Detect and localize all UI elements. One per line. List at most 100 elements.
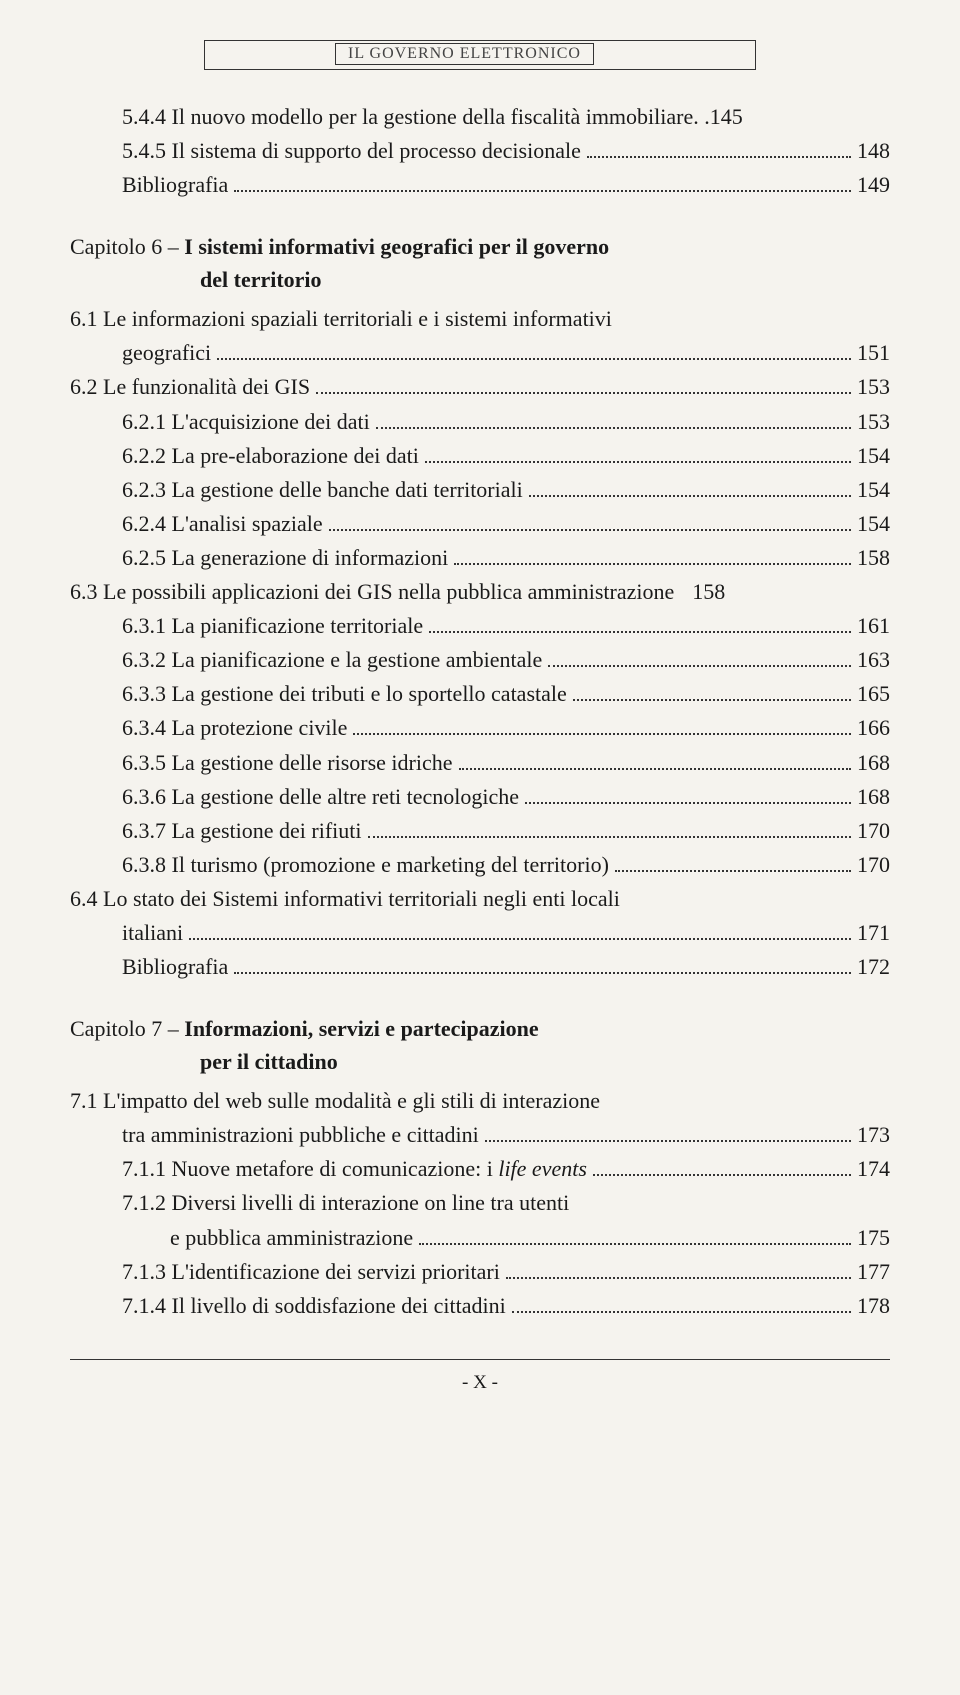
toc-page-number: 177: [857, 1255, 890, 1289]
toc-label: 7.1.3 L'identificazione dei servizi prio…: [122, 1255, 500, 1289]
toc-label: 6.3.4 La protezione civile: [122, 711, 347, 745]
toc-page-number: 149: [857, 168, 890, 202]
toc-entry: geografici 151: [70, 336, 890, 370]
toc-entry: 6.3.8 Il turismo (promozione e marketing…: [70, 848, 890, 882]
leader-dots: [425, 443, 851, 463]
toc-label: 6.3.6 La gestione delle altre reti tecno…: [122, 780, 519, 814]
toc-page-number: 154: [857, 473, 890, 507]
leader-dots: [368, 818, 852, 838]
leader-dots: [512, 1293, 851, 1313]
toc-page-number: 161: [857, 609, 890, 643]
toc-entry: 5.4.5 Il sistema di supporto del process…: [70, 134, 890, 168]
toc-entry: 7.1.1 Nuove metafore di comunicazione: i…: [70, 1152, 890, 1186]
toc-label: 6.3.5 La gestione delle risorse idriche: [122, 746, 453, 780]
toc-entry: 6.3.3 La gestione dei tributi e lo sport…: [70, 677, 890, 711]
toc-page-number: 154: [857, 507, 890, 541]
toc-label: 5.4.4 Il nuovo modello per la gestione d…: [122, 100, 693, 134]
toc-entry: 6.3.6 La gestione delle altre reti tecno…: [70, 780, 890, 814]
toc-entry: 6.3.2 La pianificazione e la gestione am…: [70, 643, 890, 677]
toc-page-number: 175: [857, 1221, 890, 1255]
toc-label: 6.2.5 La generazione di informazioni: [122, 541, 448, 575]
chapter-title-line: Capitolo 6 – I sistemi informativi geogr…: [70, 230, 890, 263]
toc-label: 6.2.1 L'acquisizione dei dati: [122, 405, 370, 439]
leader-dots: [529, 477, 851, 497]
leader-dots: [615, 852, 851, 872]
toc-page-number: 168: [857, 746, 890, 780]
chapter-title-bold: I sistemi informativi geografici per il …: [184, 234, 609, 259]
toc-page-number: 158: [857, 541, 890, 575]
toc-entry: italiani 171: [70, 916, 890, 950]
chapter-subtitle: per il cittadino: [70, 1045, 890, 1078]
toc-page-number: 154: [857, 439, 890, 473]
toc-page-number: 174: [857, 1152, 890, 1186]
header-text: IL GOVERNO ELETTRONICO: [348, 45, 581, 62]
toc-label: 6.2 Le funzionalità dei GIS: [70, 370, 310, 404]
toc-continuation: 7.1 L'impatto del web sulle modalità e g…: [70, 1084, 890, 1118]
toc-label: 7.1 L'impatto del web sulle modalità e g…: [70, 1084, 600, 1118]
page: IL GOVERNO ELETTRONICO 5.4.4 Il nuovo mo…: [0, 0, 960, 1434]
toc-continuation: 6.4 Lo stato dei Sistemi informativi ter…: [70, 882, 890, 916]
toc-label: 6.4 Lo stato dei Sistemi informativi ter…: [70, 882, 620, 916]
toc-continuation: 6.1 Le informazioni spaziali territorial…: [70, 302, 890, 336]
toc-page-number: 171: [857, 916, 890, 950]
toc-label: geografici: [122, 336, 211, 370]
leader-dots: [587, 139, 851, 159]
leader-dots: [376, 409, 851, 429]
leader-dots: [454, 545, 851, 565]
leader-dots: [189, 920, 851, 940]
leader-dots: [593, 1157, 851, 1177]
toc-page-number: 165: [857, 677, 890, 711]
toc-entry: Bibliografia172: [70, 950, 890, 984]
toc-label: 6.3.3 La gestione dei tributi e lo sport…: [122, 677, 567, 711]
toc-page-number: 145: [710, 100, 743, 134]
toc-page-number: 178: [857, 1289, 890, 1323]
toc-entry: 6.2.2 La pre-elaborazione dei dati154: [70, 439, 890, 473]
toc-entry: e pubblica amministrazione 175: [70, 1221, 890, 1255]
toc-entry: 6.3.5 La gestione delle risorse idriche 1…: [70, 746, 890, 780]
leader-dots: [525, 784, 851, 804]
toc-label: 6.3.2 La pianificazione e la gestione am…: [122, 643, 542, 677]
toc-page-number: 166: [857, 711, 890, 745]
chapter-title-bold: Informazioni, servizi e partecipazione: [184, 1016, 538, 1041]
toc-label: 6.2.3 La gestione delle banche dati terr…: [122, 473, 523, 507]
toc-label: 6.3.7 La gestione dei rifiuti: [122, 814, 362, 848]
toc-entry: 6.2.4 L'analisi spaziale 154: [70, 507, 890, 541]
toc-page-number: 163: [857, 643, 890, 677]
chapter-heading: Capitolo 7 – Informazioni, servizi e par…: [70, 1012, 890, 1078]
toc-label: 7.1.4 Il livello di soddisfazione dei ci…: [122, 1289, 506, 1323]
toc-label: 7.1.1 Nuove metafore di comunicazione: i…: [122, 1152, 587, 1186]
leader-dots: [573, 682, 851, 702]
toc-entry: 5.4.4 Il nuovo modello per la gestione d…: [70, 100, 890, 134]
toc-label: 6.3.8 Il turismo (promozione e marketing…: [122, 848, 609, 882]
leader-dots: [234, 954, 851, 974]
toc-entry: 6.3 Le possibili applicazioni dei GIS ne…: [70, 575, 890, 609]
toc-entry: 6.2 Le funzionalità dei GIS153: [70, 370, 890, 404]
leader-dots: [316, 375, 851, 395]
toc-label: 6.3 Le possibili applicazioni dei GIS ne…: [70, 575, 674, 609]
toc-label: 6.2.4 L'analisi spaziale: [122, 507, 323, 541]
toc-entry: Bibliografia 149: [70, 168, 890, 202]
chapter-prefix: Capitolo 6 –: [70, 234, 184, 259]
toc-entry: 6.3.7 La gestione dei rifiuti170: [70, 814, 890, 848]
toc-page-number: 168: [857, 780, 890, 814]
leader-dots: . .: [693, 100, 710, 134]
header-frame: IL GOVERNO ELETTRONICO: [204, 40, 756, 70]
toc-entry: 6.2.1 L'acquisizione dei dati153: [70, 405, 890, 439]
toc-entry: tra amministrazioni pubbliche e cittadin…: [70, 1118, 890, 1152]
toc-label: e pubblica amministrazione: [170, 1221, 413, 1255]
leader-dots: [234, 173, 851, 193]
toc-entry: 6.2.3 La gestione delle banche dati terr…: [70, 473, 890, 507]
leader-dots: [429, 614, 851, 634]
toc-label: italiani: [122, 916, 183, 950]
leader-dots: [419, 1225, 851, 1245]
toc-page-number: 151: [857, 336, 890, 370]
leader-dots: [506, 1259, 851, 1279]
toc-page-number: 148: [857, 134, 890, 168]
leader-dots: [329, 511, 851, 531]
toc-label: Bibliografia: [122, 168, 228, 202]
leader-dots: [353, 716, 851, 736]
leader-dots: [217, 341, 851, 361]
chapter-prefix: Capitolo 7 –: [70, 1016, 184, 1041]
toc-entry: 6.2.5 La generazione di informazioni 158: [70, 541, 890, 575]
chapter-subtitle: del territorio: [70, 263, 890, 296]
